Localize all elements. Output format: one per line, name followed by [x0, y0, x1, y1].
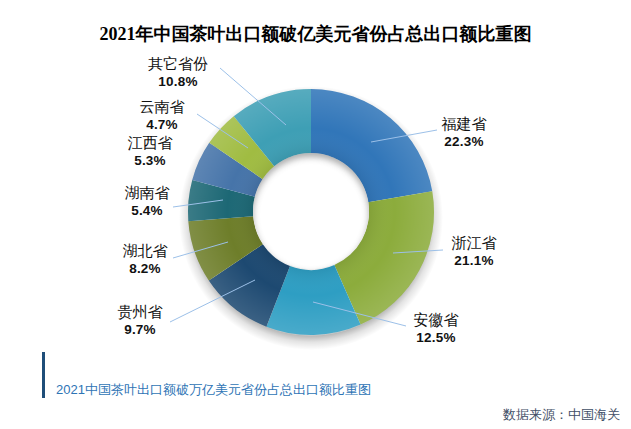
label-fujian: 福建省22.3%: [442, 115, 487, 151]
data-source: 数据来源：中国海关: [503, 406, 620, 424]
label-anhui: 安徽省12.5%: [414, 311, 459, 347]
caption-accent-bar: [42, 352, 45, 398]
label-hubei: 湖北省8.2%: [123, 242, 168, 278]
label-zhejiang: 浙江省21.1%: [452, 234, 497, 270]
label-qita: 其它省份10.8%: [148, 55, 208, 91]
label-yunnan: 云南省4.7%: [140, 98, 185, 134]
page: { "title": "2021年中国茶叶出口额破亿美元省份占总出口额比重图",…: [0, 0, 631, 429]
label-jiangxi: 江西省5.3%: [128, 134, 173, 170]
donut-hole: [253, 153, 369, 269]
label-hunan: 湖南省5.4%: [125, 184, 170, 220]
caption-text: 2021中国茶叶出口额破万亿美元省份占总出口额比重图: [56, 381, 371, 399]
label-guizhou: 贵州省9.7%: [118, 303, 163, 339]
